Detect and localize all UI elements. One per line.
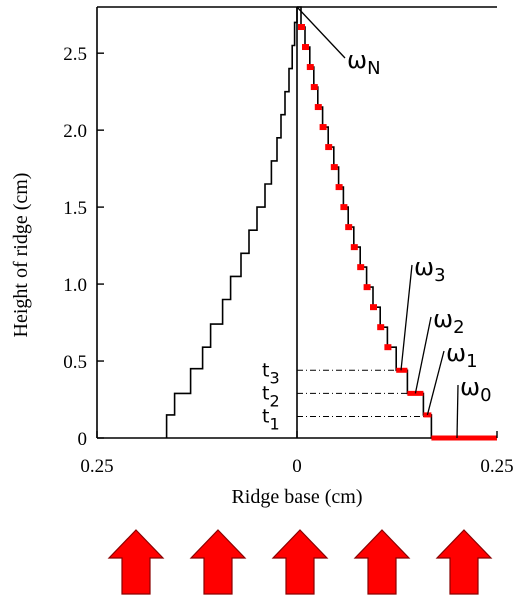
x-axis-title: Ridge base (cm) bbox=[231, 486, 362, 508]
axis-layer: 0 0.5 1.0 1.5 2.0 2.5 0.25 0 0.25 bbox=[63, 44, 513, 477]
omega-symbol: ω bbox=[414, 253, 434, 281]
y-tick-label: 0 bbox=[78, 429, 88, 450]
step-mark bbox=[345, 224, 353, 231]
omega-symbol: ω bbox=[446, 339, 466, 367]
up-arrow-icon bbox=[435, 529, 493, 595]
threshold-label: t2 bbox=[262, 382, 280, 410]
step-mark bbox=[384, 344, 392, 351]
threshold-symbol: t bbox=[262, 359, 269, 381]
step-mark bbox=[363, 284, 371, 291]
x-tick-label: 0.25 bbox=[480, 456, 513, 477]
annotation-leader bbox=[296, 6, 346, 59]
annotation-leader bbox=[426, 350, 445, 416]
omega-subscript: N bbox=[367, 58, 380, 79]
y-tick-label: 1.0 bbox=[63, 275, 87, 296]
omega-symbol: ω bbox=[347, 46, 367, 74]
threshold-symbol: t bbox=[262, 382, 269, 404]
step-mark bbox=[319, 124, 327, 131]
omega-subscript: 1 bbox=[466, 351, 477, 372]
step-mark bbox=[330, 164, 338, 171]
step-mark bbox=[357, 264, 365, 271]
step-mark bbox=[325, 144, 333, 151]
omega-subscript: 3 bbox=[434, 265, 445, 286]
annotation-label: ω1 bbox=[446, 339, 478, 372]
up-arrow-icon bbox=[107, 529, 165, 595]
annotation-label: ω3 bbox=[414, 253, 446, 286]
x-tick-label: 0 bbox=[292, 456, 302, 477]
series-layer bbox=[165, 6, 497, 439]
annotation-leader bbox=[414, 316, 432, 394]
annotation-label: ω0 bbox=[460, 373, 492, 406]
threshold-subscript: 1 bbox=[269, 414, 279, 433]
staircase-series bbox=[165, 7, 298, 438]
annotation-label: ωN bbox=[347, 46, 381, 79]
step-mark bbox=[335, 184, 343, 191]
omega-subscript: 0 bbox=[480, 385, 491, 406]
annotation-leader bbox=[400, 264, 413, 371]
step-mark bbox=[298, 24, 305, 31]
step-mark bbox=[314, 104, 322, 111]
step-mark bbox=[350, 244, 358, 251]
threshold-label: t3 bbox=[262, 359, 280, 387]
step-mark bbox=[377, 324, 385, 331]
y-tick-label: 0.5 bbox=[63, 352, 87, 373]
threshold-label: t1 bbox=[262, 405, 280, 433]
y-tick-label: 2.0 bbox=[63, 121, 87, 142]
annotation-label: ω2 bbox=[433, 305, 465, 338]
x-tick-label: 0.25 bbox=[80, 456, 113, 477]
plot-frame bbox=[96, 6, 497, 439]
omega-symbol: ω bbox=[433, 305, 453, 333]
y-axis-title: Height of ridge (cm) bbox=[10, 173, 32, 338]
omega-subscript: 2 bbox=[453, 317, 464, 338]
annotation-leader bbox=[456, 384, 459, 439]
staircase-series bbox=[297, 6, 497, 439]
up-arrow-icon bbox=[271, 529, 329, 595]
y-tick-label: 2.5 bbox=[63, 44, 87, 65]
step-mark bbox=[340, 204, 348, 211]
threshold-subscript: 2 bbox=[269, 391, 279, 410]
up-arrow-icon bbox=[353, 529, 411, 595]
omega-symbol: ω bbox=[460, 373, 480, 401]
threshold-subscript: 3 bbox=[269, 368, 279, 387]
step-mark bbox=[370, 304, 377, 311]
step-mark bbox=[302, 44, 309, 51]
up-arrow-icon bbox=[189, 529, 247, 595]
arrow-layer bbox=[107, 529, 493, 595]
step-mark bbox=[306, 64, 314, 71]
y-tick-label: 1.5 bbox=[63, 198, 87, 219]
step-mark bbox=[310, 84, 318, 91]
threshold-symbol: t bbox=[262, 405, 269, 427]
